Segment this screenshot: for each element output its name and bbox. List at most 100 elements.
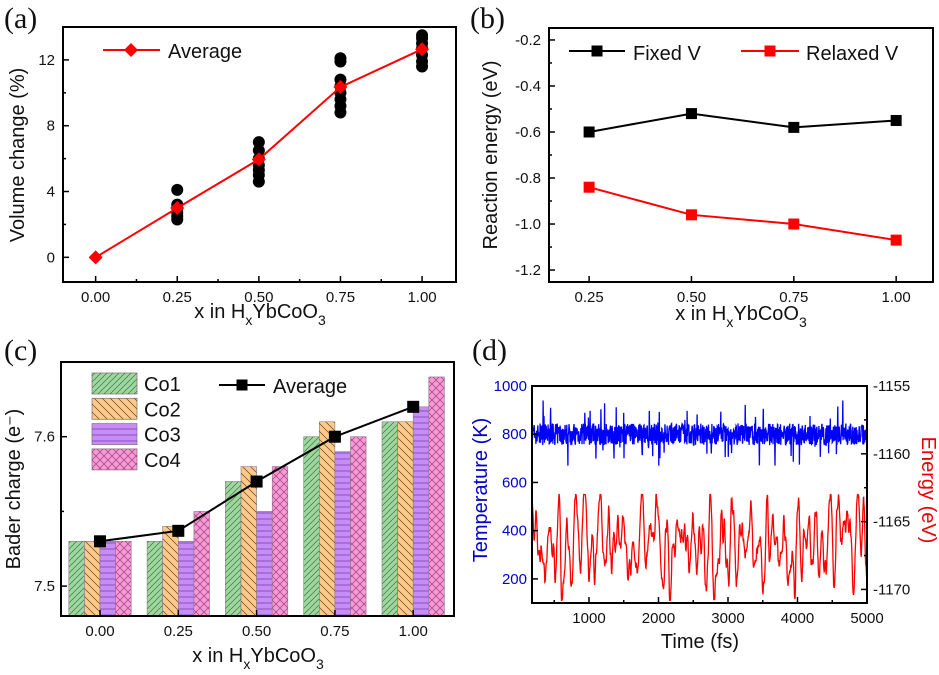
average-marker	[88, 250, 103, 265]
bar-pattern	[84, 541, 100, 616]
panel-d-md-temperature-energy: 1000 2000 3000 4000 5000 200 400 600 800 1000 -115…	[470, 378, 939, 653]
x-tick-label: 3000	[711, 610, 744, 627]
bar-pattern	[178, 541, 194, 616]
bar-pattern	[225, 481, 241, 616]
x-tick-label: 0.75	[326, 289, 355, 306]
right-y-tick-label: -1160	[873, 446, 910, 463]
legend-label: Fixed V	[633, 43, 701, 65]
left-y-tick-label: 800	[502, 426, 527, 443]
panel-label-a: (a)	[4, 2, 37, 35]
xlabel-part: x in H	[194, 301, 245, 323]
series-marker-relaxed	[685, 209, 697, 221]
legend-marker	[591, 45, 603, 57]
average-marker	[250, 475, 263, 488]
bar-pattern	[334, 451, 351, 616]
bar-pattern	[272, 466, 288, 616]
bar-pattern	[68, 541, 85, 616]
left-y-tick-label: 600	[502, 474, 527, 491]
y-tick-label: -0.2	[515, 32, 541, 49]
series-marker-fixed	[583, 126, 595, 138]
x-tick-label: 5000	[850, 610, 883, 627]
y-axis-label: Bader charge (e⁻)	[3, 409, 25, 570]
plot-frame	[548, 27, 934, 283]
legend-swatch-pattern	[92, 448, 137, 470]
y-tick-label: 0	[47, 249, 55, 266]
bar-pattern	[428, 376, 445, 616]
plot-frame	[60, 361, 455, 617]
bar-pattern	[319, 421, 335, 616]
bar-pattern	[303, 436, 320, 616]
y-tick-label: 7.6	[34, 429, 55, 446]
panel-label-d: (d)	[472, 334, 507, 367]
left-y-tick-label: 400	[502, 523, 527, 540]
y-axis-label: Volume change (%)	[7, 68, 29, 243]
x-tick-label: 4000	[781, 610, 814, 627]
legend-average-marker	[124, 43, 138, 57]
legend-swatch-pattern	[92, 423, 137, 445]
series-marker-fixed	[788, 121, 800, 133]
plot-frame	[531, 385, 868, 604]
panel-label-c: (c)	[4, 334, 37, 367]
series-marker-relaxed	[788, 218, 800, 230]
x-tick-label: 0.50	[677, 289, 706, 306]
average-marker	[170, 200, 185, 215]
series-marker-fixed	[890, 114, 902, 126]
x-tick-label: 0.50	[244, 289, 273, 306]
bar-pattern	[397, 421, 414, 616]
legend-average-marker	[236, 379, 248, 391]
bar-pattern	[382, 421, 398, 616]
x-tick-label: 0.50	[242, 623, 271, 640]
xlabel-part: YbCoO	[252, 301, 318, 323]
x-tick-label: 0.00	[81, 289, 110, 306]
x-axis-label: x in HxYbCoO3	[675, 303, 807, 330]
xlabel-part: YbCoO	[733, 303, 799, 325]
panel-c-bader-charge: 0.00 0.25 0.50 0.75 1.00 7.5 7.6 Co1 Co2 Co3 Co4 Av…	[3, 361, 455, 672]
right-y-tick-label: -1165	[873, 514, 910, 531]
average-marker	[172, 524, 185, 537]
y-tick-label: 7.5	[34, 578, 55, 595]
legend-swatch-pattern	[92, 373, 137, 394]
series-marker-relaxed	[890, 234, 902, 246]
average-marker	[328, 430, 341, 443]
scatter-point	[416, 29, 429, 42]
bar-pattern	[350, 436, 367, 616]
y-tick-label: 8	[47, 118, 55, 135]
series-marker-relaxed	[583, 181, 595, 193]
x-tick-label: 1.00	[399, 623, 428, 640]
x-tick-label: 0.25	[163, 289, 192, 306]
series-marker-fixed	[685, 108, 697, 120]
xlabel-part: 3	[799, 314, 807, 330]
legend-marker	[764, 45, 776, 57]
x-axis-label: x in HxYbCoO3	[192, 645, 324, 672]
x-tick-label: 0.25	[164, 623, 193, 640]
x-tick-label: 2000	[642, 610, 675, 627]
average-marker	[94, 535, 106, 548]
y-tick-label: -0.6	[515, 124, 541, 141]
y-axis-label: Reaction energy (eV)	[480, 61, 502, 250]
xlabel-part: x in H	[675, 303, 726, 325]
bar-pattern	[241, 466, 257, 616]
legend-label: Co3	[144, 425, 181, 447]
panel-b-reaction-energy: -0.2 -0.4 -0.6 -0.8 -1.0 -1.2 0.25 0.50 0.75 1.00…	[480, 27, 934, 330]
series-line-fixed	[588, 112, 897, 133]
bar-pattern	[147, 541, 163, 616]
y-tick-label: -0.8	[515, 170, 541, 187]
average-marker	[251, 152, 266, 167]
legend-average-label: Average	[273, 376, 347, 398]
bar-pattern	[162, 526, 179, 616]
left-y-tick-label: 200	[502, 571, 527, 588]
x-tick-label: 0.75	[779, 289, 808, 306]
scatter-point	[252, 144, 265, 157]
xlabel-part: YbCoO	[250, 645, 316, 667]
right-y-axis-label: Energy (eV)	[917, 437, 939, 544]
legend-label: Relaxed V	[806, 43, 899, 65]
bar-pattern	[256, 511, 273, 616]
temperature-line	[531, 400, 868, 466]
y-tick-label: -1.2	[515, 262, 541, 279]
x-axis-label: x in HxYbCoO3	[194, 301, 326, 328]
legend-label: Co1	[144, 374, 181, 396]
x-tick-label: 0.25	[575, 289, 604, 306]
xlabel-part: x	[245, 312, 252, 328]
x-tick-label: 0.75	[320, 623, 349, 640]
